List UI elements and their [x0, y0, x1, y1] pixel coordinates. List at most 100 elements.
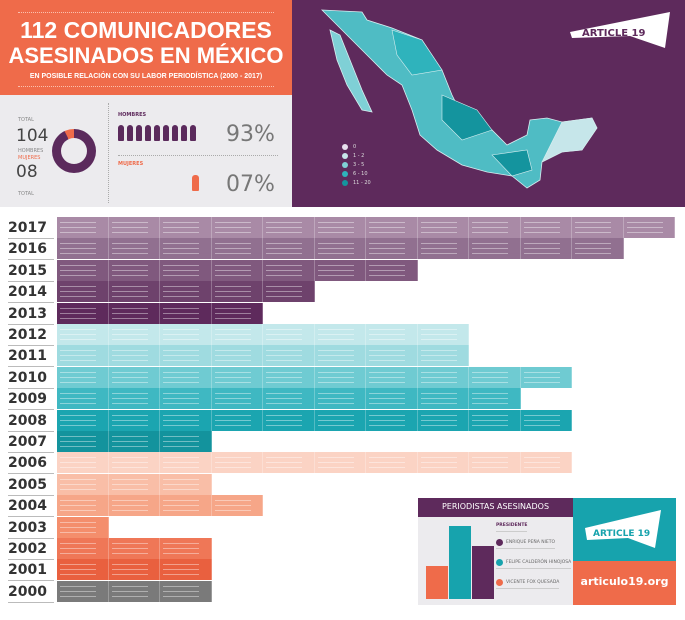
- legend-swatch: [342, 170, 348, 177]
- subtitle: EN POSIBLE RELACIÓN CON SU LABOR PERIODÍ…: [29, 73, 263, 80]
- mexico-map: [320, 9, 598, 189]
- president-legend-item: ENRIQUE PEÑA NIETO: [496, 539, 556, 549]
- person-icon: [192, 175, 199, 191]
- year-label: 2002: [8, 539, 54, 560]
- legend-label: 0: [353, 143, 357, 150]
- victim-entry: [160, 452, 212, 474]
- legend-swatch: [496, 579, 503, 586]
- women-count: 08: [16, 162, 38, 182]
- victim-entry: [520, 409, 572, 431]
- victim-entry: [314, 452, 366, 474]
- victim-entry: [57, 324, 109, 345]
- year-label: 2006: [8, 453, 54, 475]
- victim-entry: [108, 580, 160, 602]
- victim-entry: [366, 345, 418, 367]
- victim-entry: [160, 217, 212, 238]
- victim-entry: [108, 409, 160, 431]
- victim-entry: [417, 345, 469, 367]
- victim-entry: [366, 409, 418, 431]
- victim-entry: [211, 324, 263, 345]
- victim-entry: [211, 409, 263, 431]
- summary-title: PERIODISTAS ASESINADOS: [418, 498, 573, 517]
- victim-entry: [160, 259, 212, 281]
- victim-entry: [160, 388, 212, 410]
- victim-entry: [572, 217, 624, 238]
- person-icon: [154, 125, 160, 141]
- victim-entry: [57, 217, 109, 238]
- svg-text:ARTICLE 19: ARTICLE 19: [593, 529, 650, 539]
- victim-entry: [57, 473, 109, 495]
- year-label: 2007: [8, 432, 54, 453]
- legend-label: 6 - 10: [353, 170, 368, 177]
- victim-entry: [108, 452, 160, 474]
- legend-swatch: [342, 179, 348, 186]
- victim-entry: [160, 345, 212, 367]
- victim-entry: [417, 409, 469, 431]
- victim-entry: [108, 259, 160, 281]
- victim-entry: [57, 495, 109, 517]
- women-percentage: 07%: [226, 172, 275, 197]
- gender-donut-chart: [52, 129, 96, 173]
- victim-entry: [57, 238, 109, 260]
- legend-swatch: [496, 559, 503, 566]
- victim-entry: [366, 366, 418, 388]
- victim-entry: [108, 388, 160, 410]
- victim-entry: [160, 302, 212, 324]
- gender-stats: TOTAL 104 HOMBRES MUJERES 08 TOTAL HOMBR…: [0, 95, 292, 207]
- victim-entry: [366, 238, 418, 260]
- victim-entry: [57, 281, 109, 303]
- president-bar: [426, 565, 448, 599]
- victim-entry: [160, 366, 212, 388]
- victim-entry: [160, 238, 212, 260]
- year-label: 2015: [8, 261, 54, 282]
- person-icon: [190, 125, 196, 141]
- victim-entry: [57, 559, 109, 581]
- legend-label: 3 - 5: [353, 161, 365, 168]
- victim-entry: [57, 345, 109, 367]
- victim-entry: [263, 217, 315, 238]
- legend-item: 0: [342, 142, 371, 151]
- victim-entry: [469, 409, 521, 431]
- year-label: 2000: [8, 582, 54, 603]
- svg-text:ARTICLE 19: ARTICLE 19: [582, 28, 646, 39]
- year-label: 2008: [8, 411, 54, 432]
- year-label: 2012: [8, 325, 54, 346]
- victim-entry: [57, 431, 109, 452]
- victim-entry: [211, 366, 263, 388]
- president-name: FELIPE CALDERÓN HINOJOSA: [506, 559, 572, 565]
- legend-item: 11 - 20: [342, 178, 371, 187]
- total-label: TOTAL: [18, 191, 34, 197]
- victim-entry: [108, 281, 160, 303]
- victim-entry: [263, 281, 315, 303]
- victim-entry: [108, 431, 160, 452]
- victim-entry: [211, 217, 263, 238]
- victim-entry: [263, 366, 315, 388]
- victim-entry: [572, 238, 624, 260]
- legend-item: 3 - 5: [342, 160, 371, 169]
- victim-entry: [160, 495, 212, 517]
- victim-entry: [263, 238, 315, 260]
- victim-entry: [469, 452, 521, 474]
- victim-entry: [211, 495, 263, 517]
- victim-entry: [469, 217, 521, 238]
- victim-entry: [160, 324, 212, 345]
- victim-entry: [314, 388, 366, 410]
- summary-box: PERIODISTAS ASESINADOS PRESIDENTE ENRIQU…: [418, 498, 676, 605]
- victim-entry: [366, 324, 418, 345]
- person-icon: [127, 125, 133, 141]
- victim-entry: [263, 259, 315, 281]
- victim-entry: [160, 281, 212, 303]
- legend-swatch: [342, 143, 348, 150]
- person-icon: [172, 125, 178, 141]
- victim-entry: [160, 580, 212, 602]
- victim-entry: [57, 366, 109, 388]
- website-link[interactable]: articulo19.org: [573, 561, 676, 605]
- person-icon: [118, 125, 124, 141]
- map-legend: 0 1 - 2 3 - 5 6 - 10 11 - 20: [342, 142, 371, 187]
- victim-entry: [314, 345, 366, 367]
- victim-entry: [417, 366, 469, 388]
- victim-entry: [417, 324, 469, 345]
- men-count: 104: [16, 126, 49, 146]
- victim-entry: [160, 559, 212, 581]
- victim-entry: [57, 516, 109, 538]
